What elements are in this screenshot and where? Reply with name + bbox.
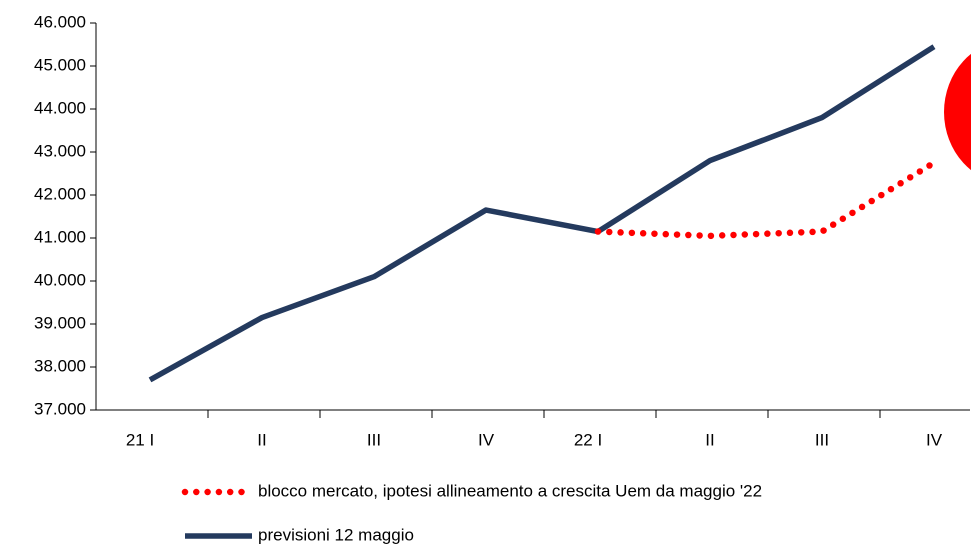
- y-tick-label: 39.000: [34, 313, 86, 332]
- y-tick-label: 37.000: [34, 399, 86, 418]
- y-tick-label: 42.000: [34, 184, 86, 203]
- x-tick-label: II: [257, 430, 266, 449]
- series-line: [148, 44, 936, 383]
- legend-label: previsioni 12 maggio: [258, 525, 414, 544]
- y-tick-label: 38.000: [34, 356, 86, 375]
- x-tick-label: IV: [478, 430, 495, 449]
- x-tick-label: II: [705, 430, 714, 449]
- x-tick-label: III: [367, 430, 381, 449]
- y-tick-label: 41.000: [34, 227, 86, 246]
- x-tick-label: III: [815, 430, 829, 449]
- x-tick-label: 22 I: [574, 430, 602, 449]
- x-tick-label: IV: [926, 430, 943, 449]
- y-tick-label: 40.000: [34, 270, 86, 289]
- y-tick-label: 43.000: [34, 141, 86, 160]
- y-tick-label: 45.000: [34, 55, 86, 74]
- highlight-circle: [944, 53, 971, 171]
- legend-label: blocco mercato, ipotesi allineamento a c…: [258, 481, 762, 500]
- y-tick-label: 46.000: [34, 12, 86, 31]
- x-tick-label: 21 I: [126, 430, 154, 449]
- y-tick-label: 44.000: [34, 98, 86, 117]
- series-line: [594, 159, 938, 240]
